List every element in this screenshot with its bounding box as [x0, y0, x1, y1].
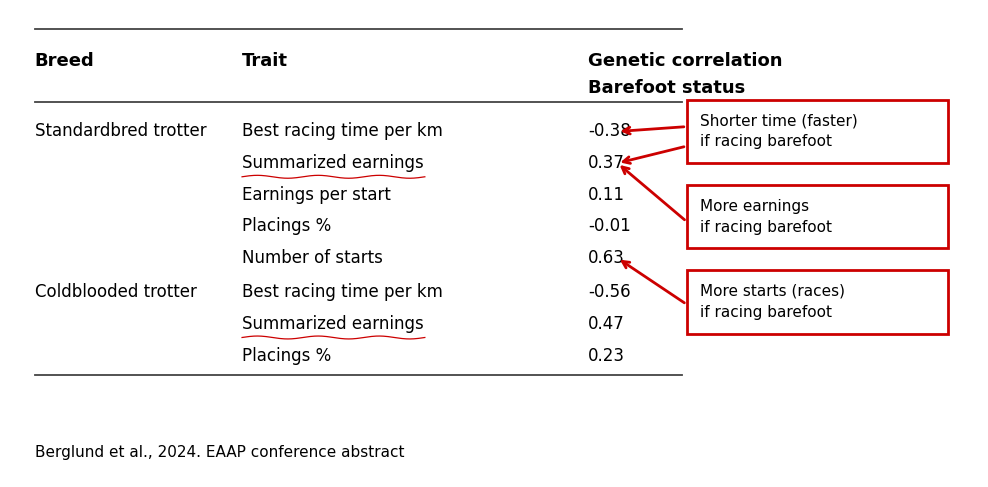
- Text: -0.56: -0.56: [588, 283, 630, 301]
- Text: Genetic correlation: Genetic correlation: [588, 52, 782, 70]
- Text: Shorter time (faster)
if racing barefoot: Shorter time (faster) if racing barefoot: [700, 113, 858, 150]
- Text: Berglund et al., 2024. EAAP conference abstract: Berglund et al., 2024. EAAP conference a…: [35, 445, 404, 460]
- Text: Number of starts: Number of starts: [242, 249, 383, 267]
- Text: More earnings
if racing barefoot: More earnings if racing barefoot: [700, 199, 832, 235]
- Text: Summarized earnings: Summarized earnings: [242, 154, 424, 172]
- FancyBboxPatch shape: [687, 270, 948, 334]
- Text: -0.38: -0.38: [588, 123, 630, 140]
- Text: Placings %: Placings %: [242, 218, 331, 235]
- Text: 0.47: 0.47: [588, 315, 624, 333]
- Text: Earnings per start: Earnings per start: [242, 186, 391, 204]
- Text: Best racing time per km: Best racing time per km: [242, 123, 443, 140]
- Text: 0.23: 0.23: [588, 347, 624, 364]
- Text: Coldblooded trotter: Coldblooded trotter: [35, 283, 197, 301]
- Text: More starts (races)
if racing barefoot: More starts (races) if racing barefoot: [700, 284, 845, 320]
- Text: Breed: Breed: [35, 52, 94, 70]
- Text: 0.63: 0.63: [588, 249, 624, 267]
- Text: Trait: Trait: [242, 52, 288, 70]
- FancyBboxPatch shape: [687, 185, 948, 248]
- Text: Standardbred trotter: Standardbred trotter: [35, 123, 206, 140]
- Text: Barefoot status: Barefoot status: [588, 79, 745, 96]
- Text: Placings %: Placings %: [242, 347, 331, 364]
- Text: 0.37: 0.37: [588, 154, 624, 172]
- Text: Best racing time per km: Best racing time per km: [242, 283, 443, 301]
- Text: Summarized earnings: Summarized earnings: [242, 315, 424, 333]
- Text: 0.11: 0.11: [588, 186, 624, 204]
- Text: -0.01: -0.01: [588, 218, 630, 235]
- FancyBboxPatch shape: [687, 100, 948, 163]
